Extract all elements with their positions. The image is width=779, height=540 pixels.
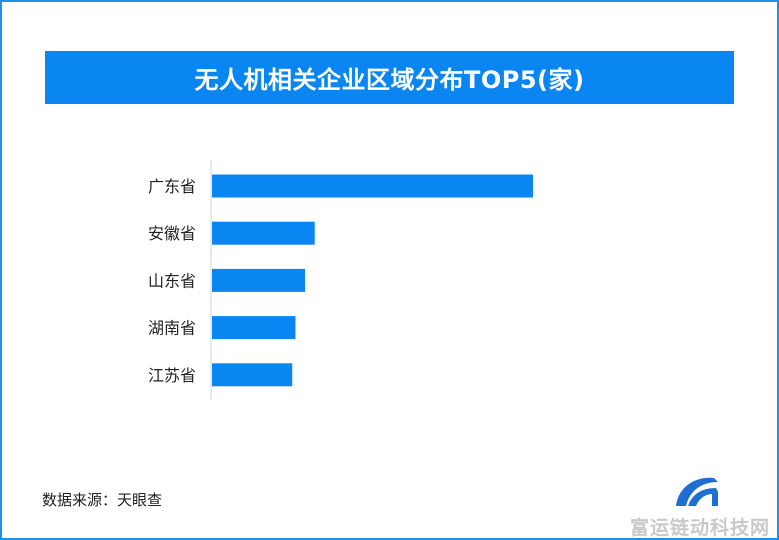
data-source: 数据来源：天眼查 bbox=[42, 491, 163, 509]
category-label-3: 山东省 bbox=[148, 271, 196, 290]
bars-group bbox=[212, 174, 533, 387]
category-label-4: 湖南省 bbox=[148, 319, 196, 338]
chart-title: 无人机相关企业区域分布TOP5(家) bbox=[194, 66, 585, 94]
category-label-1: 广东省 bbox=[148, 177, 196, 196]
title-bar: 无人机相关企业区域分布TOP5(家) bbox=[45, 51, 734, 104]
bar-2 bbox=[212, 221, 315, 245]
bar-4 bbox=[212, 316, 296, 340]
bar-1 bbox=[212, 174, 533, 198]
bar-3 bbox=[212, 268, 306, 292]
bar-5 bbox=[212, 363, 293, 387]
category-label-2: 安徽省 bbox=[148, 224, 196, 243]
watermark-text: 富运链动科技网 bbox=[630, 517, 771, 539]
category-label-5: 江苏省 bbox=[148, 366, 196, 385]
brand-logo-icon bbox=[676, 477, 718, 506]
